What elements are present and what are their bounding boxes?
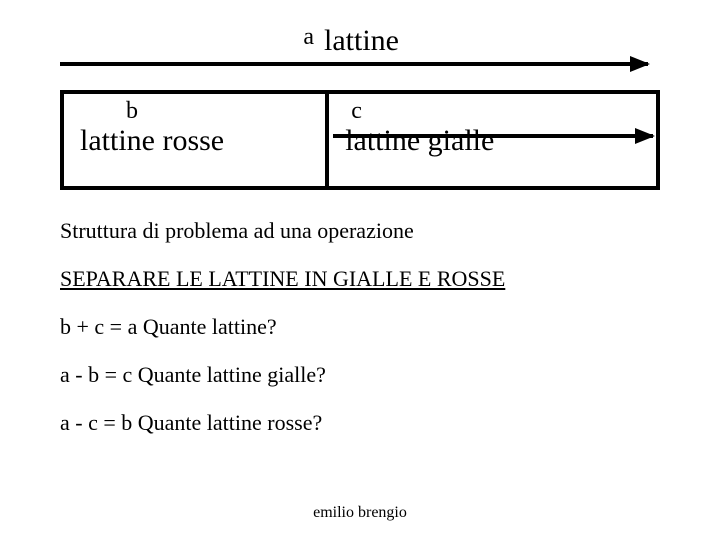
text-eq2: a - b = c Quante lattine gialle?	[60, 362, 660, 388]
box-left: b lattine rosse	[64, 94, 329, 186]
label-lattine-rosse: lattine rosse	[80, 125, 309, 157]
diagram-boxes: b lattine rosse c lattine gialle	[60, 90, 660, 190]
box-right-inner: c lattine gialle	[329, 94, 656, 186]
footer-author: emilio brengio	[0, 504, 720, 522]
arrow-top	[60, 62, 648, 66]
label-lattine-gialle: lattine gialle	[345, 125, 640, 157]
arrow-right	[333, 134, 653, 138]
text-eq1: b + c = a Quante lattine?	[60, 314, 660, 340]
label-a: a	[60, 24, 324, 58]
diagram-top: a lattine	[60, 28, 660, 84]
label-c: c	[345, 98, 640, 125]
arrow-right-head	[635, 128, 655, 144]
text-struttura: Struttura di problema ad una operazione	[60, 218, 660, 244]
arrow-top-head	[630, 56, 650, 72]
text-separare: SEPARARE LE LATTINE IN GIALLE E ROSSE	[60, 266, 660, 292]
label-lattine: lattine	[324, 24, 399, 58]
text-eq3: a - c = b Quante lattine rosse?	[60, 410, 660, 436]
box-right: c lattine gialle	[329, 94, 656, 186]
diagram-top-labels: a lattine	[60, 24, 660, 58]
label-b: b	[80, 98, 309, 125]
